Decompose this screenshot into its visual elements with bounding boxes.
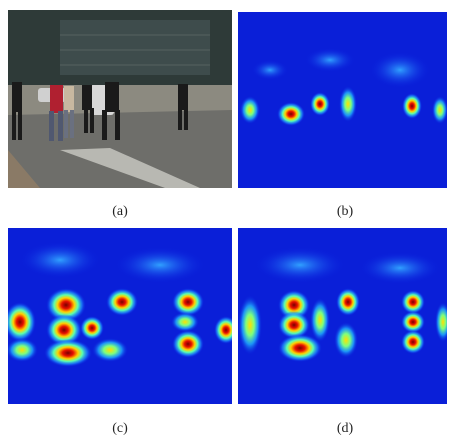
photo xyxy=(8,10,232,188)
page: (a) (b) (c) (d) (() => { const data = JS… xyxy=(0,0,449,436)
caption: (a) xyxy=(112,204,128,219)
heatmap xyxy=(238,12,448,188)
figure: (a) (b) (c) (d) xyxy=(0,0,449,436)
caption: (c) xyxy=(112,421,128,436)
caption: (b) xyxy=(337,204,354,219)
heatmap xyxy=(238,228,449,404)
caption: (d) xyxy=(337,421,354,436)
heatmap xyxy=(4,228,238,404)
